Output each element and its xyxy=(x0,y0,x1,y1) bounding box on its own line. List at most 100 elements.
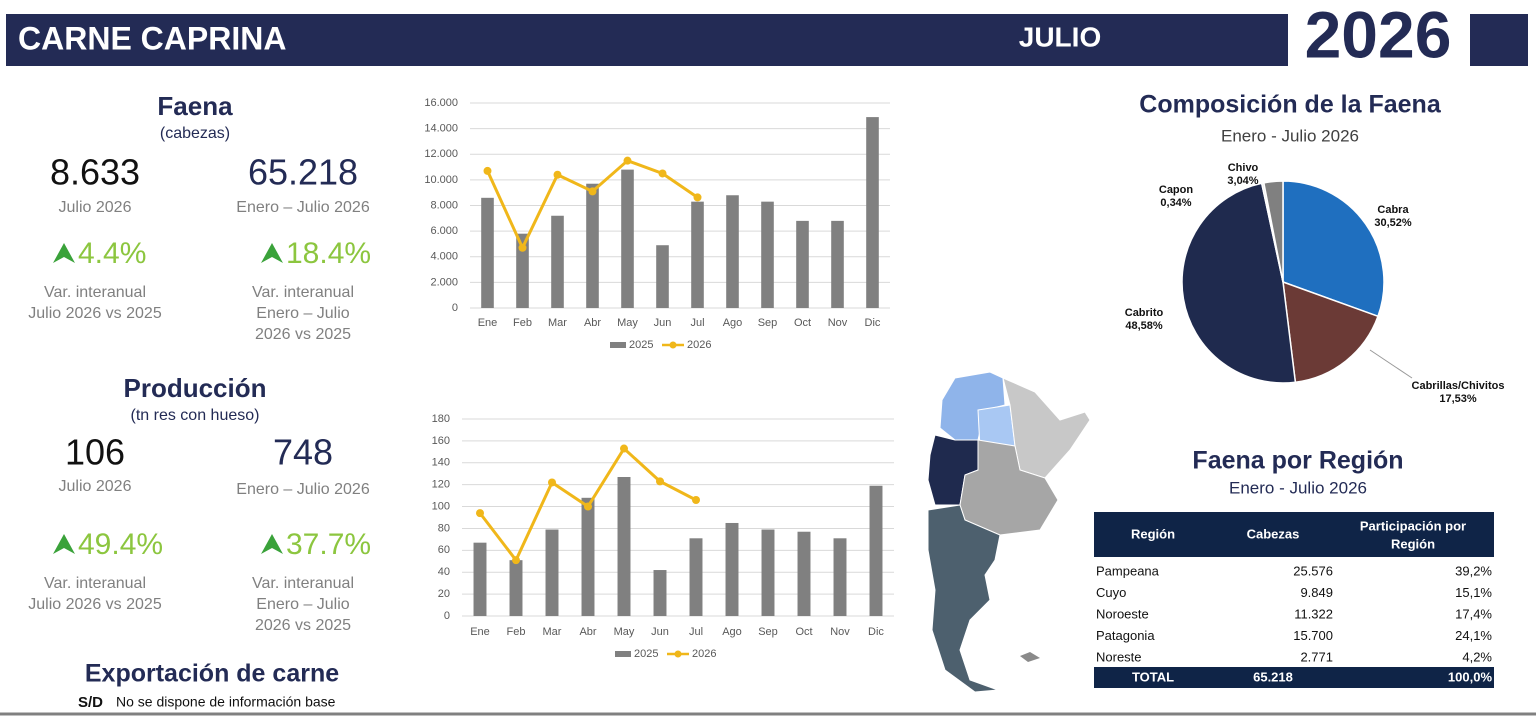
kpi-change: 49.4% xyxy=(78,528,163,561)
x-tick-label: May xyxy=(614,626,635,638)
col-header: Cabezas xyxy=(1247,526,1300,541)
kpi-note: 2026 vs 2025 xyxy=(255,617,351,634)
kpi-period: Enero – Julio 2026 xyxy=(236,481,370,498)
line-point xyxy=(623,156,632,165)
y-tick-label: 6.000 xyxy=(430,225,458,237)
pie-label: Capon xyxy=(1159,184,1194,196)
y-tick-label: 20 xyxy=(438,588,450,600)
pie-label: Cabrillas/Chivitos xyxy=(1412,380,1505,392)
total-cell: 100,0% xyxy=(1448,669,1493,684)
bar xyxy=(617,477,631,616)
kpi-note: Enero – Julio xyxy=(256,305,349,322)
x-tick-label: Oct xyxy=(795,626,812,638)
kpi-change: 4.4% xyxy=(78,237,146,270)
x-tick-label: Jul xyxy=(689,626,703,638)
kpi-change: 37.7% xyxy=(286,528,371,561)
x-tick-label: May xyxy=(617,317,638,329)
bar xyxy=(473,542,487,616)
y-tick-label: 100 xyxy=(432,500,450,512)
x-tick-label: Nov xyxy=(828,317,848,329)
y-tick-label: 40 xyxy=(438,566,450,578)
bar xyxy=(481,197,494,308)
bar xyxy=(551,215,564,308)
kpi-note: Enero – Julio xyxy=(256,596,349,613)
col-header: Participación por xyxy=(1360,518,1466,533)
section-title: Producción xyxy=(123,373,266,403)
bar xyxy=(653,570,667,616)
x-tick-label: Feb xyxy=(507,626,526,638)
kpi-value: 8.633 xyxy=(50,152,140,193)
legend-label: 2025 xyxy=(634,648,658,660)
cell: Cuyo xyxy=(1096,585,1126,600)
y-tick-label: 80 xyxy=(438,522,450,534)
year-box xyxy=(1288,8,1470,68)
x-tick-label: Ene xyxy=(478,317,498,329)
map-islands xyxy=(1020,652,1040,662)
x-tick-label: Nov xyxy=(830,626,850,638)
table-header xyxy=(1094,512,1494,557)
x-tick-label: Feb xyxy=(513,317,532,329)
x-tick-label: Ago xyxy=(722,626,742,638)
kpi-note: Julio 2026 vs 2025 xyxy=(28,596,162,613)
export-status: S/D xyxy=(78,694,103,711)
y-tick-label: 160 xyxy=(432,435,450,447)
x-tick-label: Abr xyxy=(579,626,596,638)
kpi-note: Julio 2026 vs 2025 xyxy=(28,305,162,322)
cell: 17,4% xyxy=(1455,606,1492,621)
header-year: 2026 xyxy=(1305,0,1452,71)
total-cell: TOTAL xyxy=(1132,669,1174,684)
cell: Patagonia xyxy=(1096,628,1155,643)
legend-swatch xyxy=(615,651,631,657)
bar xyxy=(545,529,559,616)
argentina-map xyxy=(927,371,1091,693)
legend-label: 2026 xyxy=(687,339,711,351)
pie-slice xyxy=(1282,280,1379,384)
y-tick-label: 16.000 xyxy=(424,97,458,109)
export-note: No se dispone de información base xyxy=(116,694,336,710)
line-point xyxy=(548,478,556,487)
bar xyxy=(726,195,739,308)
table-title: Faena por Región xyxy=(1192,447,1403,475)
legend-label: 2026 xyxy=(692,648,716,660)
x-tick-label: Mar xyxy=(548,317,567,329)
x-tick-label: Ene xyxy=(470,626,490,638)
cell: 39,2% xyxy=(1455,563,1492,578)
line-point xyxy=(693,193,702,202)
kpi-value: 65.218 xyxy=(248,152,358,193)
up-arrow xyxy=(261,534,283,554)
pie-value-label: 3,04% xyxy=(1227,175,1258,187)
pie-slice xyxy=(1181,182,1297,384)
bar xyxy=(831,220,844,308)
pie-value-label: 17,53% xyxy=(1439,393,1477,405)
pie-value-label: 30,52% xyxy=(1374,217,1412,229)
bar xyxy=(691,201,704,308)
legend-swatch xyxy=(669,341,677,349)
bar xyxy=(761,201,774,308)
legend-swatch xyxy=(610,342,626,348)
bar xyxy=(833,538,847,616)
up-arrow xyxy=(261,243,283,263)
y-tick-label: 0 xyxy=(452,302,458,314)
up-arrow xyxy=(53,534,75,554)
map-pampeana xyxy=(959,439,1059,536)
x-tick-label: Ago xyxy=(723,317,743,329)
line-point xyxy=(692,495,700,504)
pie-label: Cabra xyxy=(1377,204,1409,216)
x-tick-label: Mar xyxy=(543,626,562,638)
bar xyxy=(689,538,703,616)
line-point xyxy=(553,170,562,179)
kpi-change: 18.4% xyxy=(286,237,371,270)
col-header: Región xyxy=(1391,536,1435,551)
line-point xyxy=(656,477,664,486)
line-point xyxy=(512,556,520,565)
cell: 2.771 xyxy=(1300,649,1333,664)
x-tick-label: Dic xyxy=(865,317,881,329)
legend-swatch xyxy=(674,650,682,658)
section-unit: (tn res con hueso) xyxy=(131,407,260,424)
cell: Pampeana xyxy=(1096,563,1160,578)
bar xyxy=(797,531,811,616)
bar xyxy=(586,183,599,308)
cell: 9.849 xyxy=(1300,585,1333,600)
bar xyxy=(866,117,879,308)
